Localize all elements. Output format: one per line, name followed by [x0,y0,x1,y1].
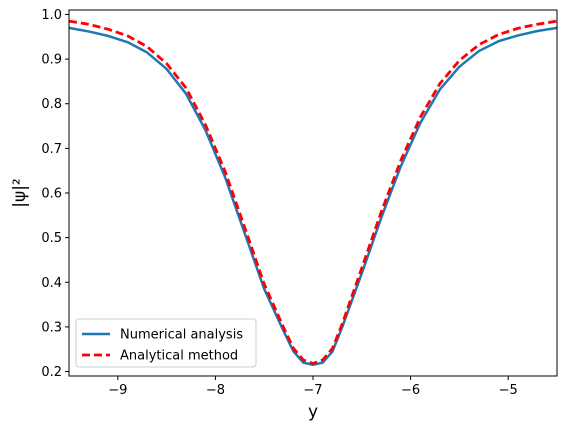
y-tick-label: 1.0 [41,8,62,23]
legend-label-0: Numerical analysis [120,328,243,343]
x-tick-label: −5 [499,383,518,398]
y-tick-label: 0.3 [41,320,62,335]
x-tick-label: −8 [206,383,225,398]
series-line-0 [68,26,558,367]
y-tick-label: 0.4 [41,276,62,291]
series-line-1 [68,19,558,365]
y-tick-label: 0.6 [41,187,62,202]
legend-box [75,318,257,368]
y-tick-label: 0.5 [41,231,62,246]
x-tick-label: −9 [108,383,127,398]
y-tick-label: 0.8 [41,97,62,112]
x-axis-label: y [308,402,318,422]
y-tick-label: 0.7 [41,142,62,157]
x-ticks: −9 −8 −7 −6 −5 [108,376,518,398]
y-tick-label: 0.9 [41,53,62,68]
series-layer [68,19,558,367]
y-axis-label: |ψ|² [10,178,30,207]
x-tick-label: −7 [303,383,322,398]
legend: Numerical analysis Analytical method [75,318,257,368]
x-tick-label: −6 [401,383,420,398]
y-ticks: 0.2 0.3 0.4 0.5 0.6 0.7 0.8 0.9 1.0 [41,8,69,380]
y-tick-label: 0.2 [41,365,62,380]
legend-label-1: Analytical method [120,349,238,364]
